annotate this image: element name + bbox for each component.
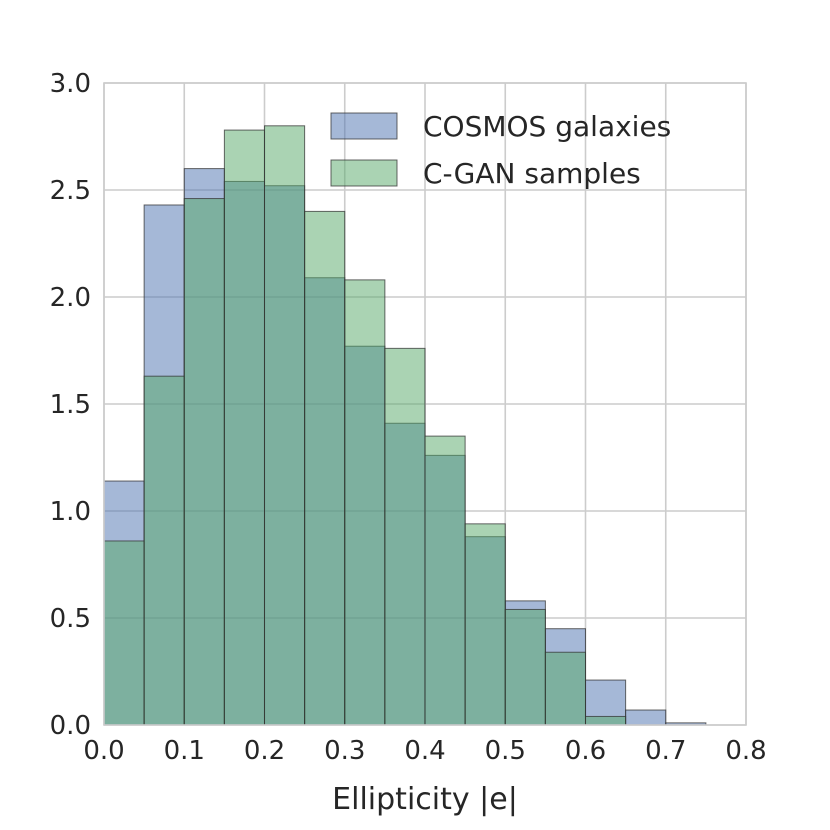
plot-frame xyxy=(103,82,747,726)
bar-c-gan-samples-9 xyxy=(464,523,506,726)
bar-c-gan-samples-4 xyxy=(264,125,306,726)
bar-c-gan-samples-11 xyxy=(544,651,586,726)
x-tick-label: 0.6 xyxy=(565,736,606,766)
y-tick-label: 2.5 xyxy=(50,176,91,206)
bar-c-gan-samples-6 xyxy=(344,279,386,726)
tick-labels: 0.0 0.1 0.2 0.3 0.4 0.5 0.6 0.7 0.8 0.0 0.5 1.0 1.5 2… xyxy=(50,69,767,766)
legend-swatch-c-gan-samples xyxy=(330,159,398,187)
bar-c-gan-samples-2 xyxy=(183,198,225,726)
x-tick-label: 0.8 xyxy=(725,736,766,766)
bar-c-gan-samples-8 xyxy=(424,435,466,726)
y-tick-label: 0.0 xyxy=(50,711,91,741)
x-tick-label: 0.4 xyxy=(404,736,445,766)
y-tick-label: 3.0 xyxy=(50,69,91,99)
legend-label-cosmos-galaxies: COSMOS galaxies xyxy=(423,110,671,143)
bar-c-gan-samples-5 xyxy=(304,210,346,726)
bar-c-gan-samples-1 xyxy=(143,375,185,726)
bar-c-gan-samples-7 xyxy=(384,347,426,726)
x-tick-label: 0.3 xyxy=(324,736,365,766)
bar-c-gan-samples-10 xyxy=(504,608,546,726)
legend-label-c-gan-samples: C-GAN samples xyxy=(423,157,641,190)
bar-c-gan-samples-12 xyxy=(585,715,627,726)
x-axis-label: Ellipticity |e| xyxy=(332,782,518,817)
x-tick-label: 0.5 xyxy=(485,736,526,766)
x-tick-label: 0.1 xyxy=(164,736,205,766)
legend: COSMOS galaxies C-GAN samples xyxy=(330,110,671,190)
y-tick-label: 0.5 xyxy=(50,604,91,634)
bars xyxy=(103,125,707,726)
legend-swatch-cosmos-galaxies xyxy=(330,112,398,140)
y-tick-label: 1.0 xyxy=(50,497,91,527)
y-tick-label: 1.5 xyxy=(50,390,91,420)
bar-cosmos-galaxies-13 xyxy=(625,709,667,726)
bar-c-gan-samples-3 xyxy=(223,129,265,726)
x-tick-label: 0.7 xyxy=(645,736,686,766)
y-tick-label: 2.0 xyxy=(50,283,91,313)
x-tick-label: 0.2 xyxy=(244,736,285,766)
bar-c-gan-samples-0 xyxy=(103,540,145,726)
x-tick-label: 0.0 xyxy=(83,736,124,766)
